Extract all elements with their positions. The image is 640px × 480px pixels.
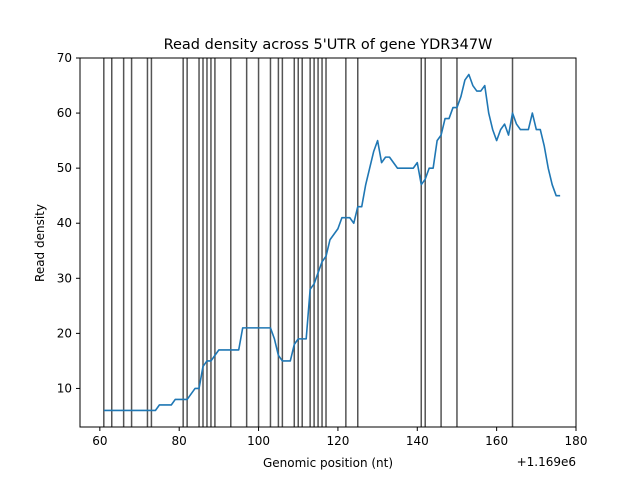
- y-tick-label: 50: [57, 161, 72, 175]
- x-tick-label: 100: [247, 434, 270, 448]
- x-axis-offset-label: +1.169e6: [517, 455, 576, 469]
- x-axis-label: Genomic position (nt): [263, 456, 393, 470]
- y-tick-label: 30: [57, 271, 72, 285]
- y-tick-label: 10: [57, 381, 72, 395]
- plot-frame: [79, 57, 577, 428]
- vertical-markers: [103, 58, 514, 427]
- x-tick-label: 180: [565, 434, 588, 448]
- x-tick-label: 80: [172, 434, 187, 448]
- y-tick-label: 20: [57, 326, 72, 340]
- x-tick-label: 160: [485, 434, 508, 448]
- chart-title: Read density across 5'UTR of gene YDR347…: [164, 37, 493, 53]
- series-line: [103, 73, 561, 412]
- y-axis-label: Read density: [33, 204, 47, 282]
- x-tick-label: 60: [92, 434, 107, 448]
- series-layer: [103, 73, 561, 412]
- y-axis: 10 20 30 40 50 60 70: [57, 51, 80, 395]
- x-tick-label: 120: [326, 434, 349, 448]
- y-tick-label: 60: [57, 106, 72, 120]
- x-axis: 60 80 100 120 140 160 180: [92, 427, 587, 448]
- y-tick-label: 70: [57, 51, 72, 65]
- x-tick-label: 140: [406, 434, 429, 448]
- y-tick-label: 40: [57, 216, 72, 230]
